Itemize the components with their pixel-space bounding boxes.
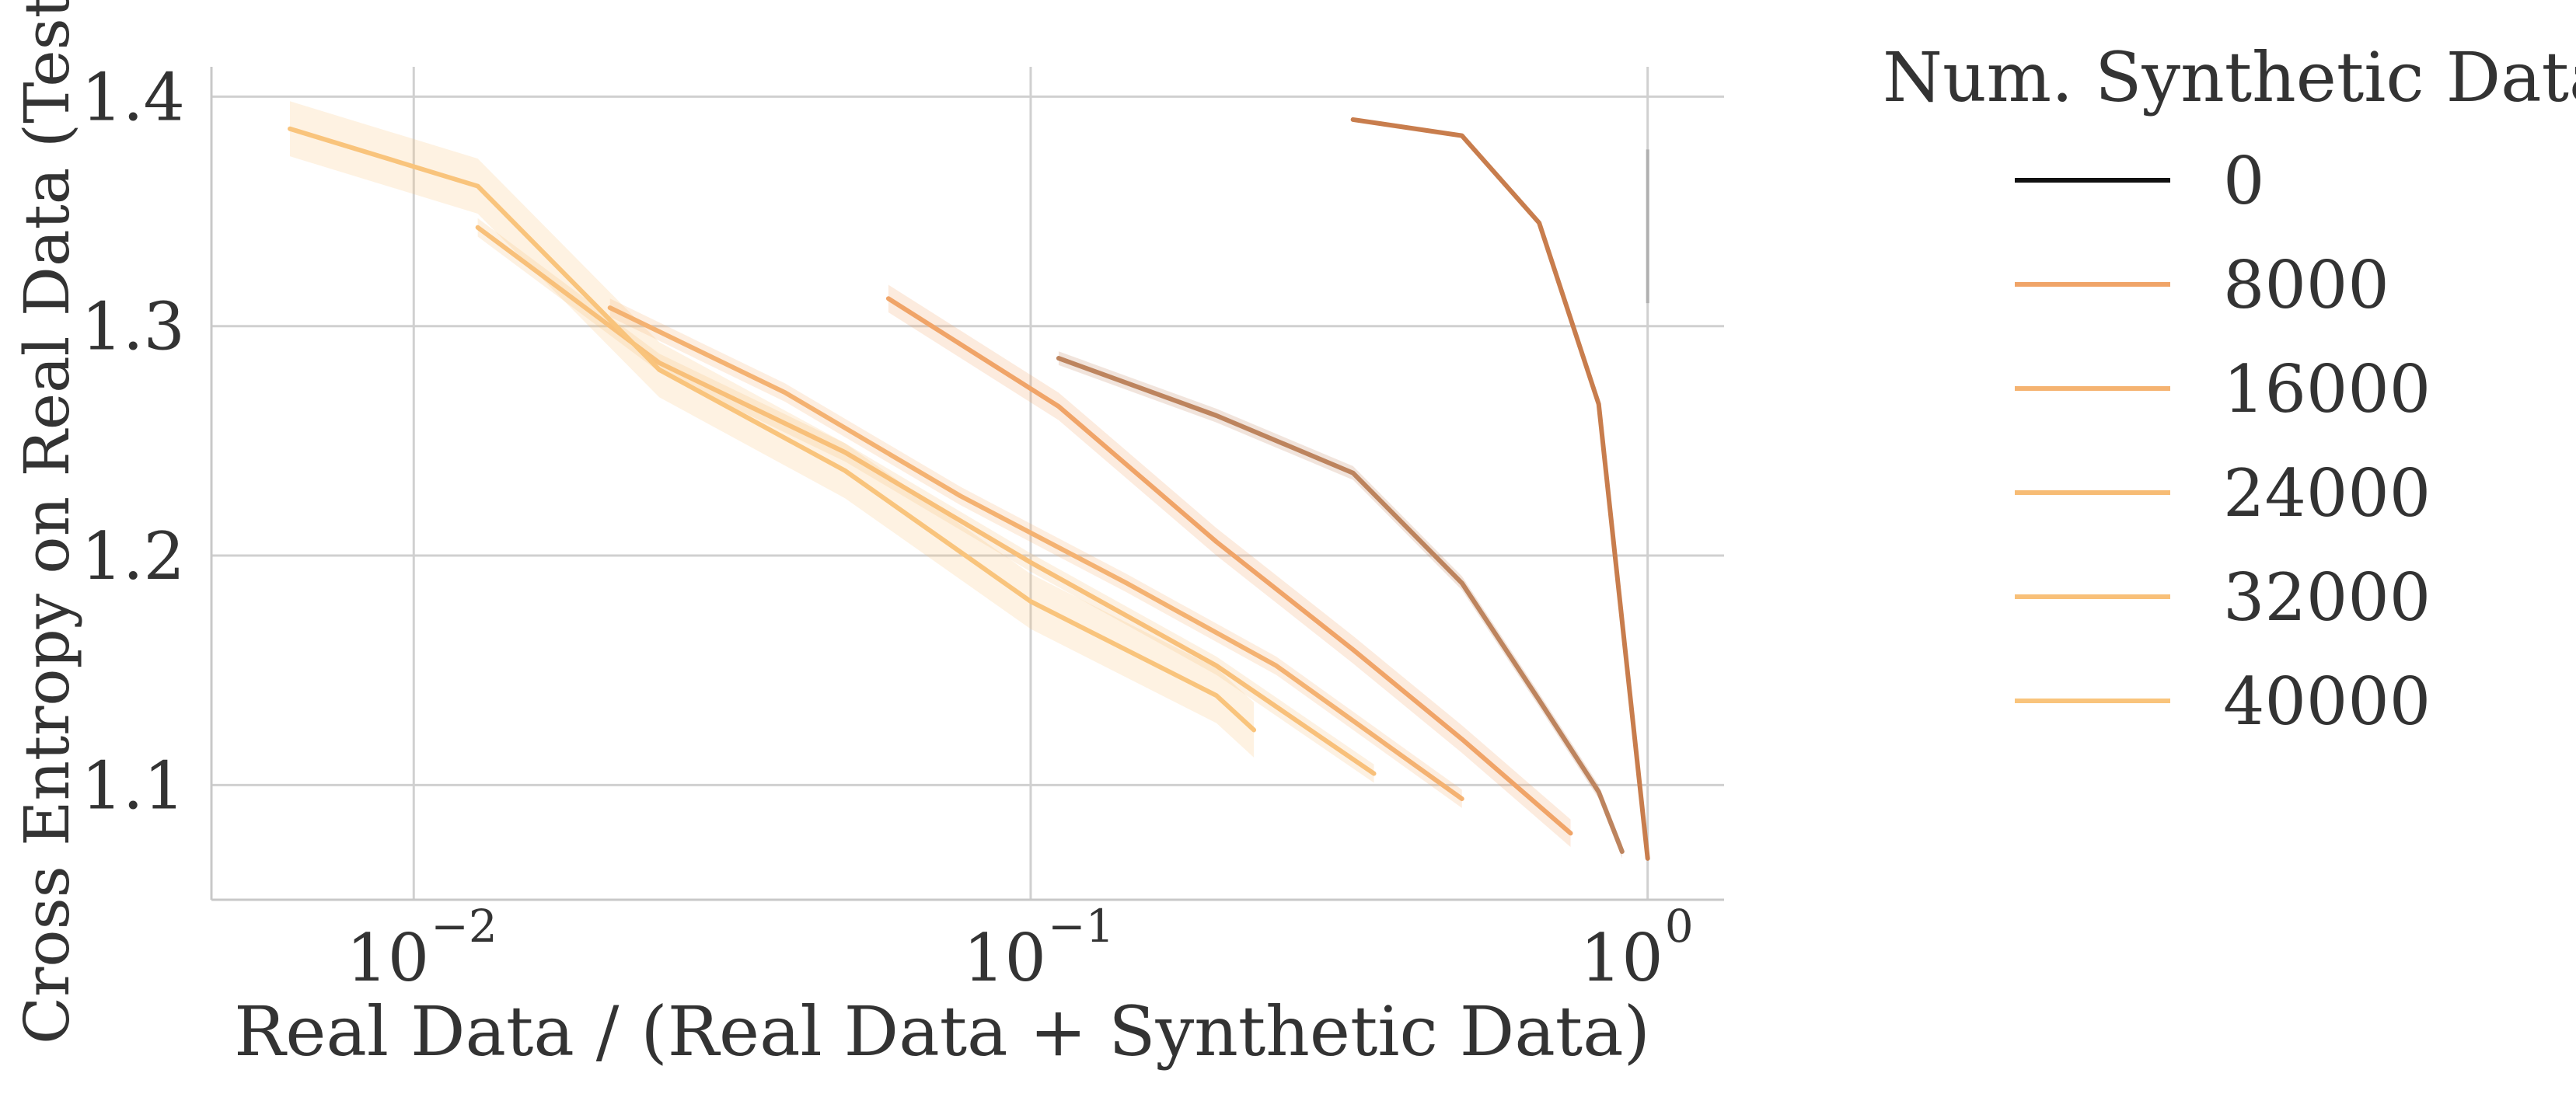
- legend-label: 32000: [2223, 559, 2431, 636]
- x-tick-label-1: 10 −1: [963, 900, 1114, 996]
- series-line-2: [885, 296, 1573, 836]
- legend-label: 40000: [2223, 664, 2431, 740]
- confidence-bands: [289, 101, 1622, 859]
- x-tick-label-0: 10 −2: [346, 900, 497, 996]
- x-tick-labels: 10 −2 10 −1 10 0: [346, 900, 1693, 996]
- x-tick-exponent: −2: [431, 900, 497, 953]
- y-axis-title: Cross Entropy on Real Data (Test): [11, 0, 83, 1044]
- x-tick-label-2: 10 0: [1580, 900, 1694, 996]
- legend-label: 16000: [2223, 351, 2431, 427]
- legend-entry-2: 16000: [2015, 351, 2431, 427]
- legend-label: 24000: [2223, 455, 2431, 531]
- y-tick-labels: 1.1 1.2 1.3 1.4: [81, 59, 185, 824]
- series-line-0: [1350, 117, 1650, 861]
- series-line-5: [287, 126, 1257, 733]
- x-tick-exponent: 0: [1665, 900, 1694, 953]
- series-line-3: [607, 305, 1464, 802]
- series-lines: [287, 117, 1650, 861]
- axes: [210, 67, 1724, 901]
- legend-entry-0: 0: [2015, 143, 2264, 219]
- legend-entry-3: 24000: [2015, 455, 2431, 531]
- y-tick-label-2: 1.3: [81, 289, 185, 365]
- legend-entry-5: 40000: [2015, 664, 2431, 740]
- series-line-1: [1056, 356, 1625, 854]
- legend: Num. Synthetic Data 0 8000 16000 24000 32000…: [1883, 37, 2576, 740]
- legend-title: Num. Synthetic Data: [1883, 37, 2576, 117]
- series-band-3: [609, 298, 1462, 808]
- x-tick-base: 10: [963, 920, 1046, 996]
- y-tick-label-3: 1.4: [81, 59, 185, 135]
- y-tick-label-1: 1.2: [81, 518, 185, 594]
- legend-entries: 0 8000 16000 24000 32000 40000: [2015, 143, 2431, 740]
- y-tick-label-0: 1.1: [81, 747, 185, 824]
- x-tick-base: 10: [346, 920, 429, 996]
- legend-label: 0: [2223, 143, 2264, 219]
- x-tick-base: 10: [1580, 920, 1663, 996]
- series-band-1: [1058, 351, 1622, 859]
- legend-label: 8000: [2223, 247, 2389, 323]
- x-tick-exponent: −1: [1048, 900, 1115, 953]
- legend-entry-1: 8000: [2015, 247, 2389, 323]
- legend-entry-4: 32000: [2015, 559, 2431, 636]
- x-axis-title: Real Data / (Real Data + Synthetic Data): [234, 991, 1650, 1071]
